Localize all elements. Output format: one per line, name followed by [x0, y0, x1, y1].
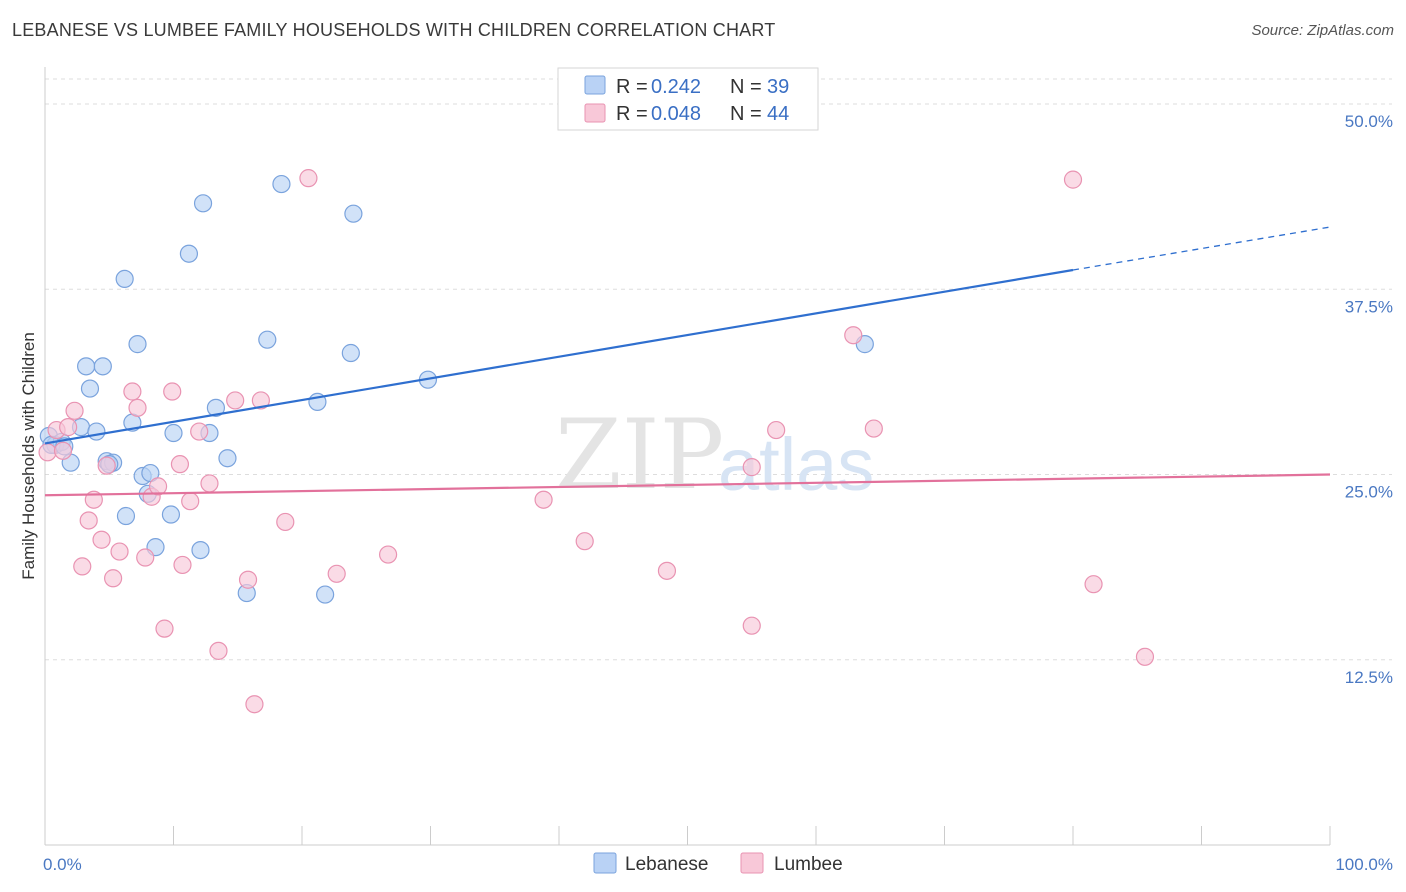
lebanese-point	[77, 357, 96, 376]
lumbee-point	[245, 695, 264, 714]
lebanese-point	[191, 541, 210, 560]
lumbee-point	[299, 169, 318, 188]
series-legend-swatch-lumbee	[740, 852, 764, 874]
legend-n-label-lumbee: N =	[730, 103, 762, 125]
lumbee-point	[190, 422, 209, 441]
lebanese-point	[206, 398, 226, 417]
x-tick-labels: 0.0% 100.0%	[43, 855, 1393, 874]
lumbee-point	[864, 419, 883, 438]
chart-title: LEBANESE VS LUMBEE FAMILY HOUSEHOLDS WIT…	[12, 20, 776, 40]
y-tick-labels: 12.5% 25.0% 37.5% 50.0%	[1345, 112, 1393, 687]
lumbee-point	[378, 545, 398, 564]
lebanese-point	[87, 422, 106, 441]
legend-n-value-lebanese: 39	[767, 76, 789, 98]
legend-r-label-lebanese: R =	[616, 76, 648, 98]
lumbee-point	[209, 641, 228, 660]
series-legend-label-lumbee: Lumbee	[774, 854, 843, 875]
lumbee-point	[742, 616, 761, 635]
x-tick-label-max: 100.0%	[1335, 855, 1393, 874]
lumbee-point	[1084, 575, 1103, 594]
lumbee-point	[276, 512, 295, 532]
lebanese-point	[344, 204, 363, 223]
series-legend-swatch-lebanese	[593, 852, 617, 874]
y-tick-label: 12.5%	[1345, 668, 1393, 687]
lumbee-point	[104, 569, 123, 588]
lumbee-point	[38, 443, 57, 462]
lumbee-point	[59, 418, 78, 437]
lebanese-point	[141, 463, 160, 483]
lebanese-point	[80, 379, 100, 398]
legend-swatch-lebanese	[584, 75, 606, 95]
lumbee-point	[65, 401, 84, 420]
lumbee-point	[226, 391, 245, 410]
lumbee-point	[575, 532, 594, 551]
y-tick-label: 25.0%	[1345, 483, 1393, 502]
lumbee-point	[92, 530, 111, 549]
lumbee-trend-line	[44, 473, 1331, 497]
lebanese-point	[164, 423, 183, 443]
lumbee-point	[148, 477, 168, 496]
lumbee-point	[657, 561, 677, 580]
lebanese-point	[115, 269, 134, 289]
x-tick-label-min: 0.0%	[43, 855, 82, 874]
legend-n-value-lumbee: 44	[767, 103, 789, 125]
lumbee-point	[155, 619, 174, 638]
lumbee-point	[170, 455, 190, 474]
lebanese-point	[179, 244, 199, 263]
lumbee-point	[163, 382, 182, 401]
lumbee-point	[173, 555, 192, 575]
lebanese-trend-extension	[1072, 226, 1331, 271]
lebanese-trend-line	[44, 268, 1074, 445]
lebanese-point	[116, 506, 136, 526]
lumbee-point	[200, 474, 219, 493]
lebanese-point	[341, 343, 360, 363]
legend-swatch-lumbee	[584, 103, 606, 123]
lebanese-point	[258, 330, 277, 349]
y-tick-label: 50.0%	[1345, 112, 1393, 131]
lumbee-point	[1063, 170, 1083, 189]
lebanese-point	[161, 505, 181, 524]
lumbee-point	[128, 398, 147, 417]
watermark: ZIP atlas	[555, 399, 874, 511]
lumbee-point	[73, 557, 92, 576]
lebanese-point	[193, 194, 213, 213]
legend-r-value-lumbee: 0.048	[651, 103, 701, 125]
lebanese-point	[218, 449, 237, 468]
trend-lines	[44, 226, 1331, 497]
watermark-zip: ZIP	[555, 399, 724, 511]
series-legend-label-lebanese: Lebanese	[625, 854, 708, 875]
lumbee-point	[53, 441, 73, 460]
lumbee-point	[97, 456, 116, 475]
lumbee-point	[1135, 647, 1155, 666]
lebanese-point	[128, 335, 147, 354]
data-points	[38, 169, 1155, 714]
legend-r-label-lumbee: R =	[616, 103, 648, 125]
lumbee-point	[238, 570, 258, 589]
series-legend: Lebanese Lumbee	[593, 852, 843, 875]
lumbee-point	[79, 511, 98, 530]
lumbee-point	[767, 420, 786, 440]
lumbee-point	[110, 542, 129, 561]
lebanese-point	[93, 357, 112, 376]
lumbee-point	[136, 548, 155, 567]
y-tick-label: 37.5%	[1345, 297, 1393, 316]
lumbee-point	[742, 458, 761, 477]
lumbee-point	[251, 391, 270, 410]
lebanese-point	[272, 174, 291, 194]
y-axis-label: Family Households with Children	[19, 332, 38, 580]
lumbee-point	[123, 382, 142, 401]
legend-n-label-lebanese: N =	[730, 76, 762, 98]
lumbee-point	[181, 492, 200, 511]
lumbee-point	[534, 490, 553, 509]
legend-r-value-lebanese: 0.242	[651, 76, 701, 98]
watermark-atlas: atlas	[718, 423, 874, 506]
lebanese-point	[316, 585, 335, 604]
source-label: Source: ZipAtlas.com	[1251, 22, 1394, 39]
lumbee-point	[327, 564, 346, 583]
stats-legend: R = 0.242 N = 39 R = 0.048 N = 44	[557, 67, 819, 131]
lumbee-point	[844, 326, 863, 345]
